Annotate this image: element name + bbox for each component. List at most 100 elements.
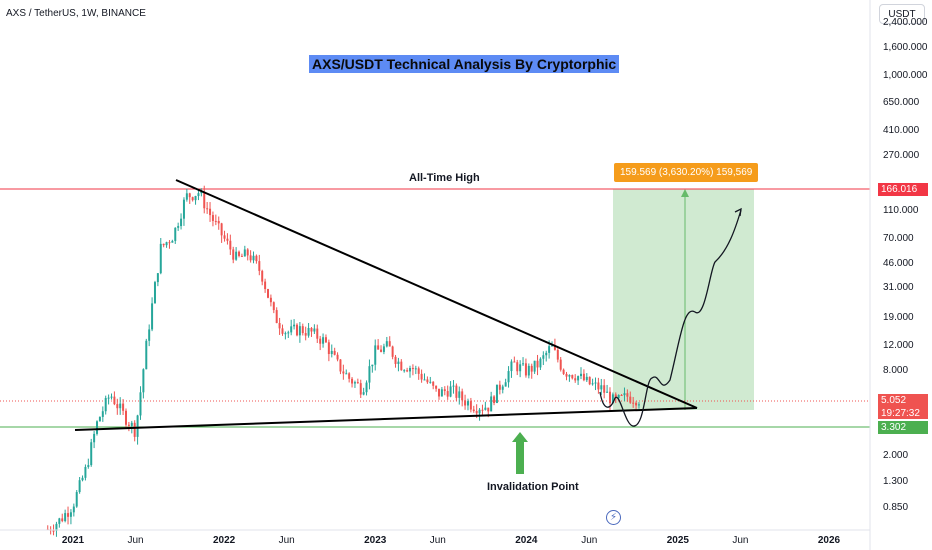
y-tick-label: 8.000 (883, 365, 909, 377)
candle-body (52, 530, 55, 532)
candle-body (391, 346, 394, 357)
candle-body (185, 193, 188, 200)
candle-body (58, 518, 61, 524)
candle-body (606, 391, 609, 393)
x-tick-label: Jun (732, 535, 749, 546)
lightning-icon[interactable]: ⚡ (606, 510, 621, 525)
candle-body (400, 361, 403, 371)
candle-body (243, 249, 246, 257)
y-tick-label: 31.000 (883, 282, 914, 294)
candle-body (359, 383, 362, 395)
candle-body (84, 466, 87, 478)
candle-body (267, 289, 270, 298)
candle-body (351, 378, 354, 384)
candle-body (594, 382, 597, 384)
candle-body (319, 338, 322, 344)
candle-body (637, 404, 640, 406)
candle-body (104, 397, 107, 412)
candle-body (452, 385, 455, 387)
descending-trendline (175, 179, 698, 409)
candle-body (614, 394, 617, 399)
candle-body (240, 255, 243, 257)
y-tick-label: 110.000 (883, 205, 919, 217)
candle-body (461, 391, 464, 401)
candle-body (313, 328, 316, 332)
candle-body (475, 410, 478, 414)
candle-body (116, 404, 119, 409)
candle-body (603, 385, 606, 393)
candle-body (78, 480, 81, 493)
candle-body (629, 396, 632, 403)
y-tick-label: 70.000 (883, 232, 914, 244)
candle-body (293, 324, 296, 327)
candle-body (336, 354, 339, 360)
candle-body (417, 368, 420, 374)
candle-body (362, 392, 365, 395)
candle-body (290, 326, 293, 333)
candle-body (281, 328, 284, 334)
candle-body (310, 327, 313, 332)
candle-body (188, 193, 191, 198)
candle-body (275, 310, 278, 324)
candle-body (278, 323, 281, 329)
y-tick-label: 2,400.000 (883, 17, 928, 28)
y-tick-label: 46.000 (883, 258, 914, 270)
candle-body (548, 346, 551, 353)
candle-body (501, 386, 504, 390)
candle-body (522, 363, 525, 365)
candle-body (261, 270, 264, 282)
candle-body (301, 326, 304, 334)
candle-body (574, 378, 577, 381)
currency-button[interactable]: USDT (879, 4, 925, 24)
candle-body (194, 196, 197, 201)
candle-body (446, 391, 449, 397)
candle-body (145, 340, 148, 370)
candle-body (235, 251, 238, 260)
candle-body (597, 382, 600, 390)
x-tick-label: 2025 (666, 535, 689, 546)
candle-body (122, 403, 125, 411)
ath-label: All-Time High (409, 172, 480, 184)
candle-body (226, 238, 229, 241)
invalidation-label: Invalidation Point (487, 481, 579, 493)
candle-body (484, 407, 487, 410)
candle-body (252, 255, 255, 261)
candle-body (478, 409, 481, 414)
candle-body (55, 523, 58, 531)
candle-body (203, 191, 206, 209)
candle-body (617, 394, 620, 399)
candle-body (182, 199, 185, 219)
candle-body (510, 361, 513, 372)
candle-body (542, 355, 545, 359)
candle-body (580, 373, 583, 377)
current-price-value: 5.052 (881, 395, 907, 406)
candle-body (533, 360, 536, 372)
support-price-tag: 3.302 (878, 421, 928, 434)
candle-body (342, 371, 345, 374)
candle-body (142, 369, 145, 393)
candle-body (200, 191, 203, 194)
x-tick-label: Jun (581, 535, 598, 546)
candle-body (458, 391, 461, 398)
candle-body (397, 361, 400, 364)
projection-path (599, 209, 742, 427)
candle-body (635, 402, 638, 406)
candle-body (423, 379, 426, 381)
candle-body (449, 386, 452, 397)
candle-body (348, 373, 351, 379)
candle-body (551, 345, 554, 347)
candle-body (440, 389, 443, 397)
candle-body (527, 365, 530, 376)
candle-body (180, 218, 183, 227)
candle-body (246, 249, 249, 256)
candle-body (437, 388, 440, 397)
candle-body (374, 345, 377, 365)
candle-body (536, 360, 539, 368)
y-tick-label: 410.000 (883, 124, 920, 136)
candle-body (113, 396, 116, 405)
candle-body (493, 396, 496, 403)
candle-body (127, 424, 130, 426)
candle-body (136, 415, 139, 437)
x-tick-label: 2022 (212, 535, 236, 546)
